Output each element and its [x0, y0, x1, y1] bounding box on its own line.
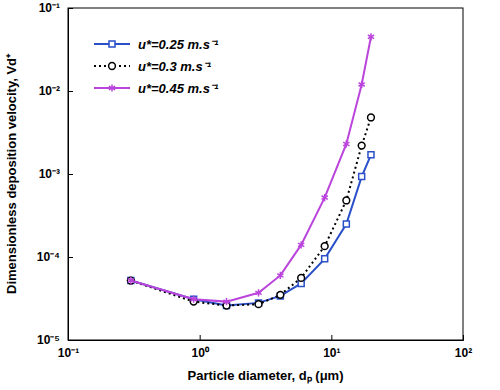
- x-tick-label: 10¹: [323, 346, 340, 360]
- y-axis-line: [69, 9, 74, 341]
- plot-area: 10⁻¹ 10⁰ 10¹ 10² 10⁻⁵ 10⁻⁴ 10⁻³ 10⁻² 10⁻¹ u*=0.25…: [37, 1, 472, 359]
- series-group: [127, 33, 374, 309]
- series-marker: [322, 194, 328, 201]
- x-axis-line: [69, 335, 464, 341]
- series-marker: [343, 197, 350, 204]
- y-tick-mark: [68, 340, 73, 341]
- y-axis-title: Dimensionless deposition velocity, Vd⁺: [4, 53, 19, 294]
- x-tick: 10²: [455, 335, 472, 360]
- x-tick-label: 10⁻¹: [58, 346, 79, 360]
- y-tick-mark: [68, 8, 73, 9]
- series-marker: [128, 277, 134, 284]
- x-tick: 10⁰: [191, 335, 209, 360]
- y-tick: 10⁻¹: [39, 1, 73, 15]
- x-tick-mark: [463, 335, 464, 340]
- y-tick: 10⁻³: [39, 167, 73, 181]
- x-tick-mark: [331, 335, 332, 340]
- legend-label: u*=0.3 m.s⁻¹: [138, 59, 212, 74]
- legend-marker: [109, 84, 115, 91]
- series-marker: [359, 174, 365, 180]
- chart: 10⁻¹ 10⁰ 10¹ 10² 10⁻⁵ 10⁻⁴ 10⁻³ 10⁻² 10⁻¹ u*=0.25…: [0, 0, 500, 390]
- legend-marker: [109, 41, 115, 47]
- series-marker: [298, 241, 304, 248]
- series-marker: [359, 81, 365, 88]
- y-tick: 10⁻²: [39, 84, 73, 98]
- series-marker: [343, 140, 349, 147]
- series-marker: [298, 275, 305, 282]
- y-axis: 10⁻⁵ 10⁻⁴ 10⁻³ 10⁻² 10⁻¹: [37, 1, 73, 347]
- x-axis: 10⁻¹ 10⁰ 10¹ 10²: [58, 335, 472, 360]
- series-marker: [321, 243, 328, 250]
- legend: u*=0.25 m.s⁻¹ u*=0.3 m.s⁻¹ u*=0.45 m.s⁻¹: [94, 37, 219, 96]
- legend-marker: [109, 63, 116, 70]
- series-marker: [191, 296, 197, 303]
- y-tick-label: 10⁻¹: [39, 1, 60, 15]
- x-tick-mark: [200, 335, 201, 340]
- x-tick-label: 10²: [455, 346, 472, 360]
- y-tick-mark: [68, 174, 73, 175]
- series-marker: [322, 256, 328, 262]
- series-marker: [368, 114, 375, 121]
- series-marker: [223, 298, 229, 305]
- y-tick-mark: [68, 257, 73, 258]
- y-tick-label: 10⁻²: [39, 84, 60, 98]
- y-tick: 10⁻⁵: [37, 333, 73, 347]
- legend-label: u*=0.45 m.s⁻¹: [138, 81, 219, 96]
- series-line: [131, 155, 371, 306]
- y-tick-label: 10⁻⁵: [37, 333, 60, 347]
- series-marker: [277, 272, 283, 279]
- series-marker: [255, 301, 262, 308]
- series-line: [131, 37, 371, 302]
- series-marker: [255, 289, 261, 296]
- legend-label: u*=0.25 m.s⁻¹: [138, 37, 219, 52]
- series-line: [131, 117, 371, 305]
- y-tick: 10⁻⁴: [37, 250, 73, 264]
- y-tick-mark: [68, 91, 73, 92]
- y-tick-label: 10⁻³: [39, 167, 60, 181]
- series-marker: [358, 142, 365, 149]
- y-tick-label: 10⁻⁴: [37, 250, 60, 264]
- series-marker: [277, 291, 284, 298]
- series-marker: [368, 33, 374, 40]
- series-marker: [343, 221, 349, 227]
- x-tick-label: 10⁰: [191, 346, 209, 360]
- plot-frame: [68, 8, 463, 340]
- x-tick: 10¹: [323, 335, 340, 360]
- series-marker: [368, 152, 374, 158]
- x-axis-title: Particle diameter, dₚ (μm): [187, 368, 343, 384]
